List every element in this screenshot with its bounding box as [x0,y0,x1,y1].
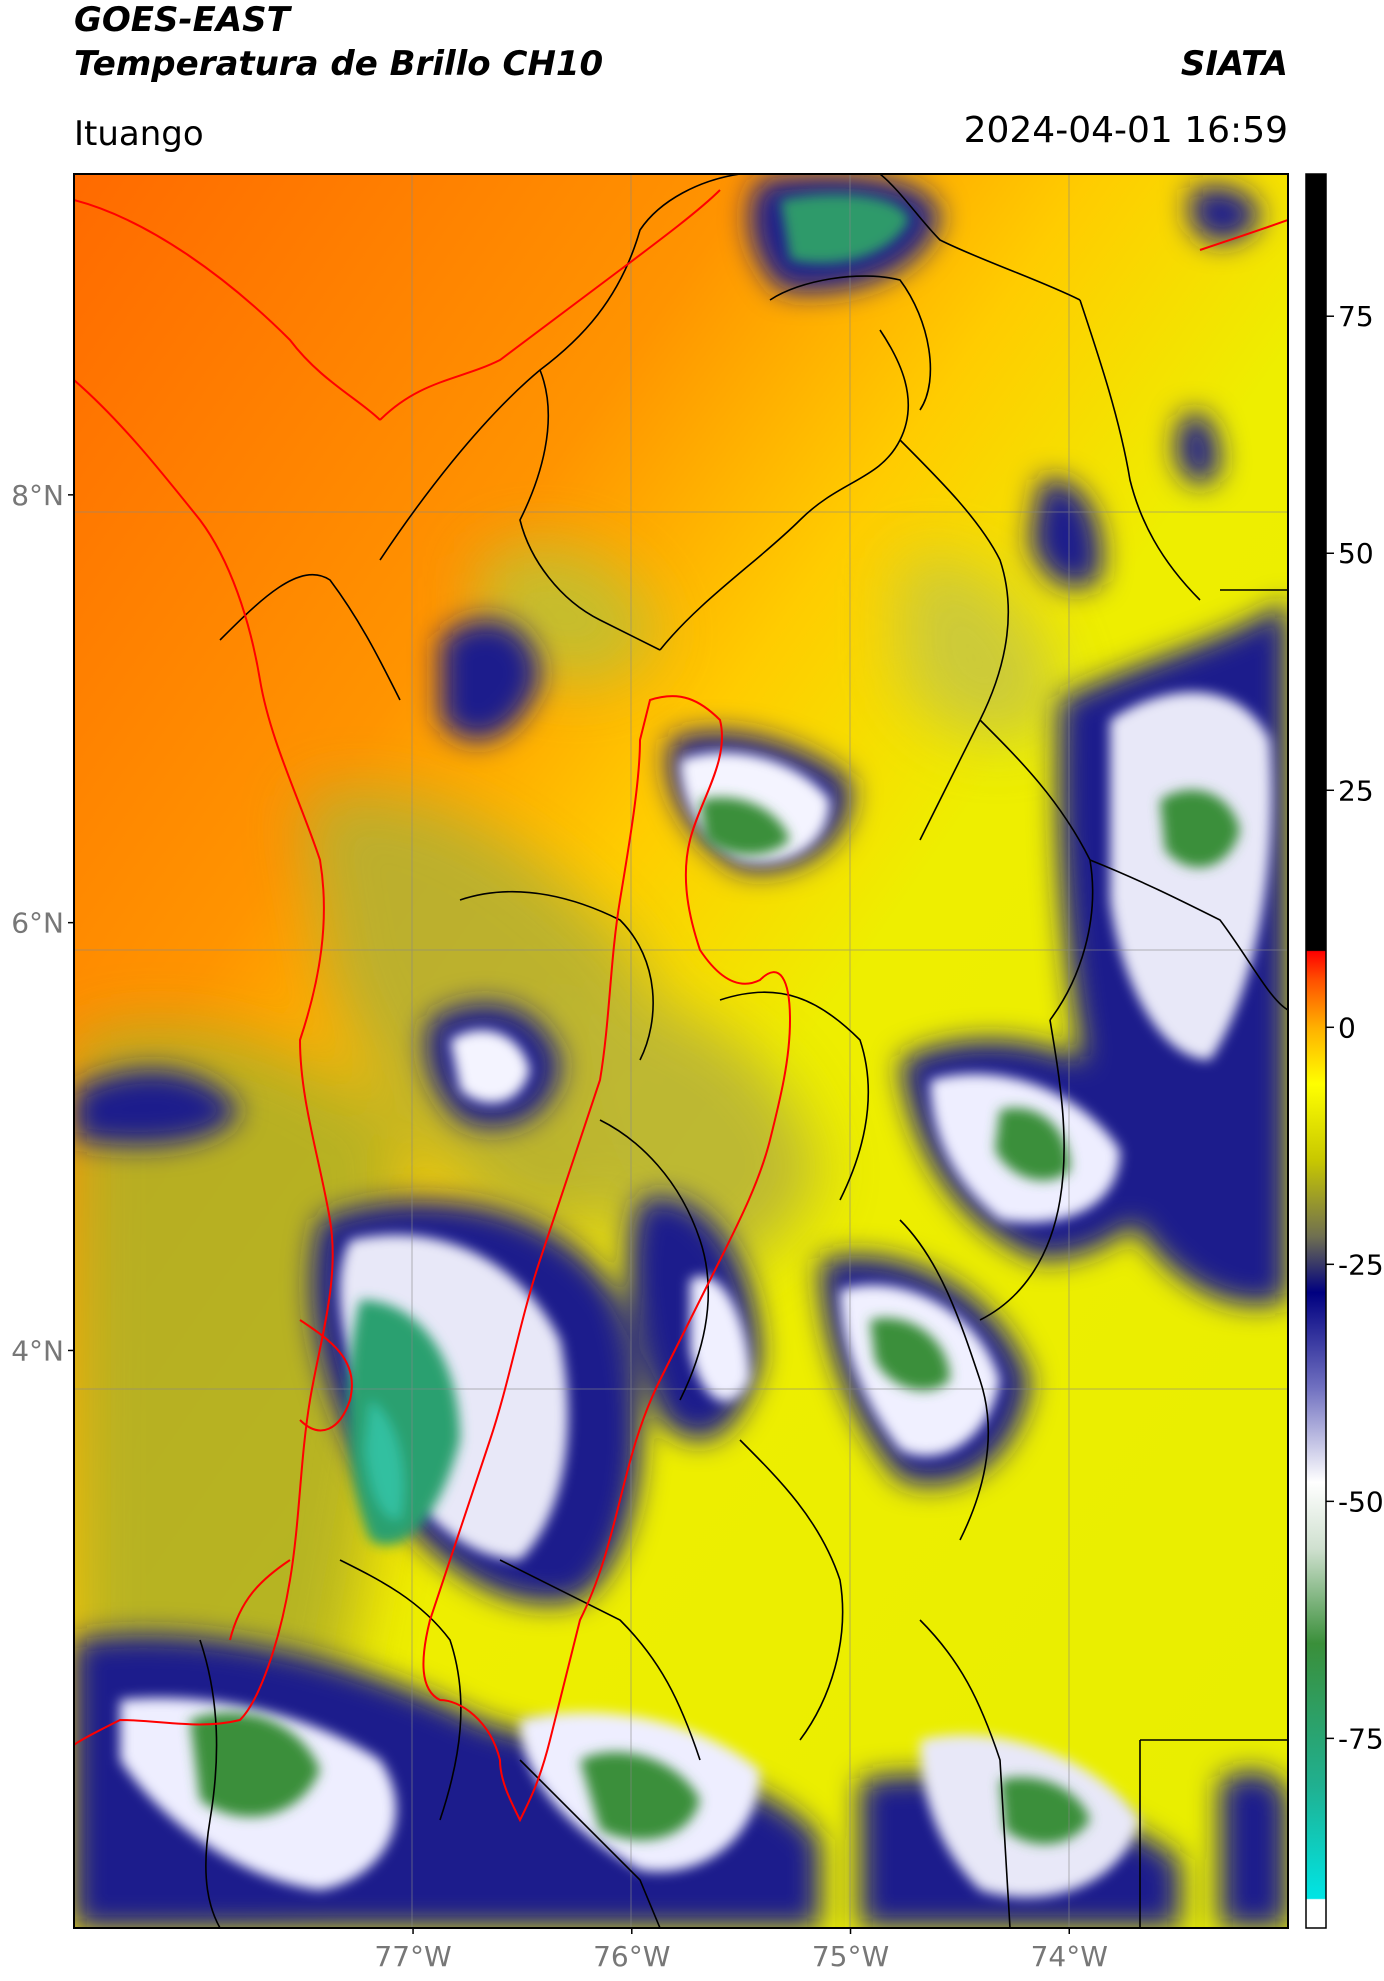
organization-label: SIATA [1180,44,1288,84]
lat-tick-label: 6°N [11,907,64,940]
admin-boundaries [199,174,1288,1928]
colorbar-frame [1305,173,1327,1929]
graticule [74,174,1288,1928]
map-canvas [74,174,1288,1928]
colorbar: 75 50 25 0 -25 -50 -75 [1305,173,1384,1929]
colorbar-tick-label: -50 [1338,1485,1384,1518]
region-outline [74,189,792,1823]
lat-tick-label: 8°N [11,479,64,512]
datetime-label: 2024-04-01 16:59 [963,110,1288,151]
colorbar-ticks: 75 50 25 0 -25 -50 -75 [1326,300,1384,1755]
latitude-axis: 8°N 6°N 4°N [11,479,74,1367]
lon-tick-label: 74°W [1031,1940,1108,1973]
product-title: Temperatura de Brillo CH10 [74,44,604,84]
longitude-axis: 77°W 76°W 75°W 74°W [374,1928,1108,1973]
location-label: Ituango [74,114,204,154]
lon-tick-label: 76°W [593,1940,670,1973]
colorbar-tick-label: -75 [1338,1722,1384,1755]
colorbar-tick-label: -25 [1338,1248,1384,1281]
lon-tick-label: 77°W [374,1940,451,1973]
map-frame [73,173,1289,1929]
satellite-title: GOES-EAST [74,0,290,40]
lon-tick-label: 75°W [812,1940,889,1973]
colorbar-tick-label: 0 [1338,1011,1356,1044]
colorbar-gradient [1306,174,1326,1928]
cold-cloud-tops-layer [120,692,1272,1898]
colorbar-tick-label: 25 [1338,774,1374,807]
coldest-core-layer [190,194,1240,1844]
lat-tick-label: 4°N [11,1334,64,1367]
colorbar-tick-label: 50 [1338,537,1374,570]
region-outline-ne [1199,219,1288,251]
colorbar-tick-label: 75 [1338,300,1374,333]
